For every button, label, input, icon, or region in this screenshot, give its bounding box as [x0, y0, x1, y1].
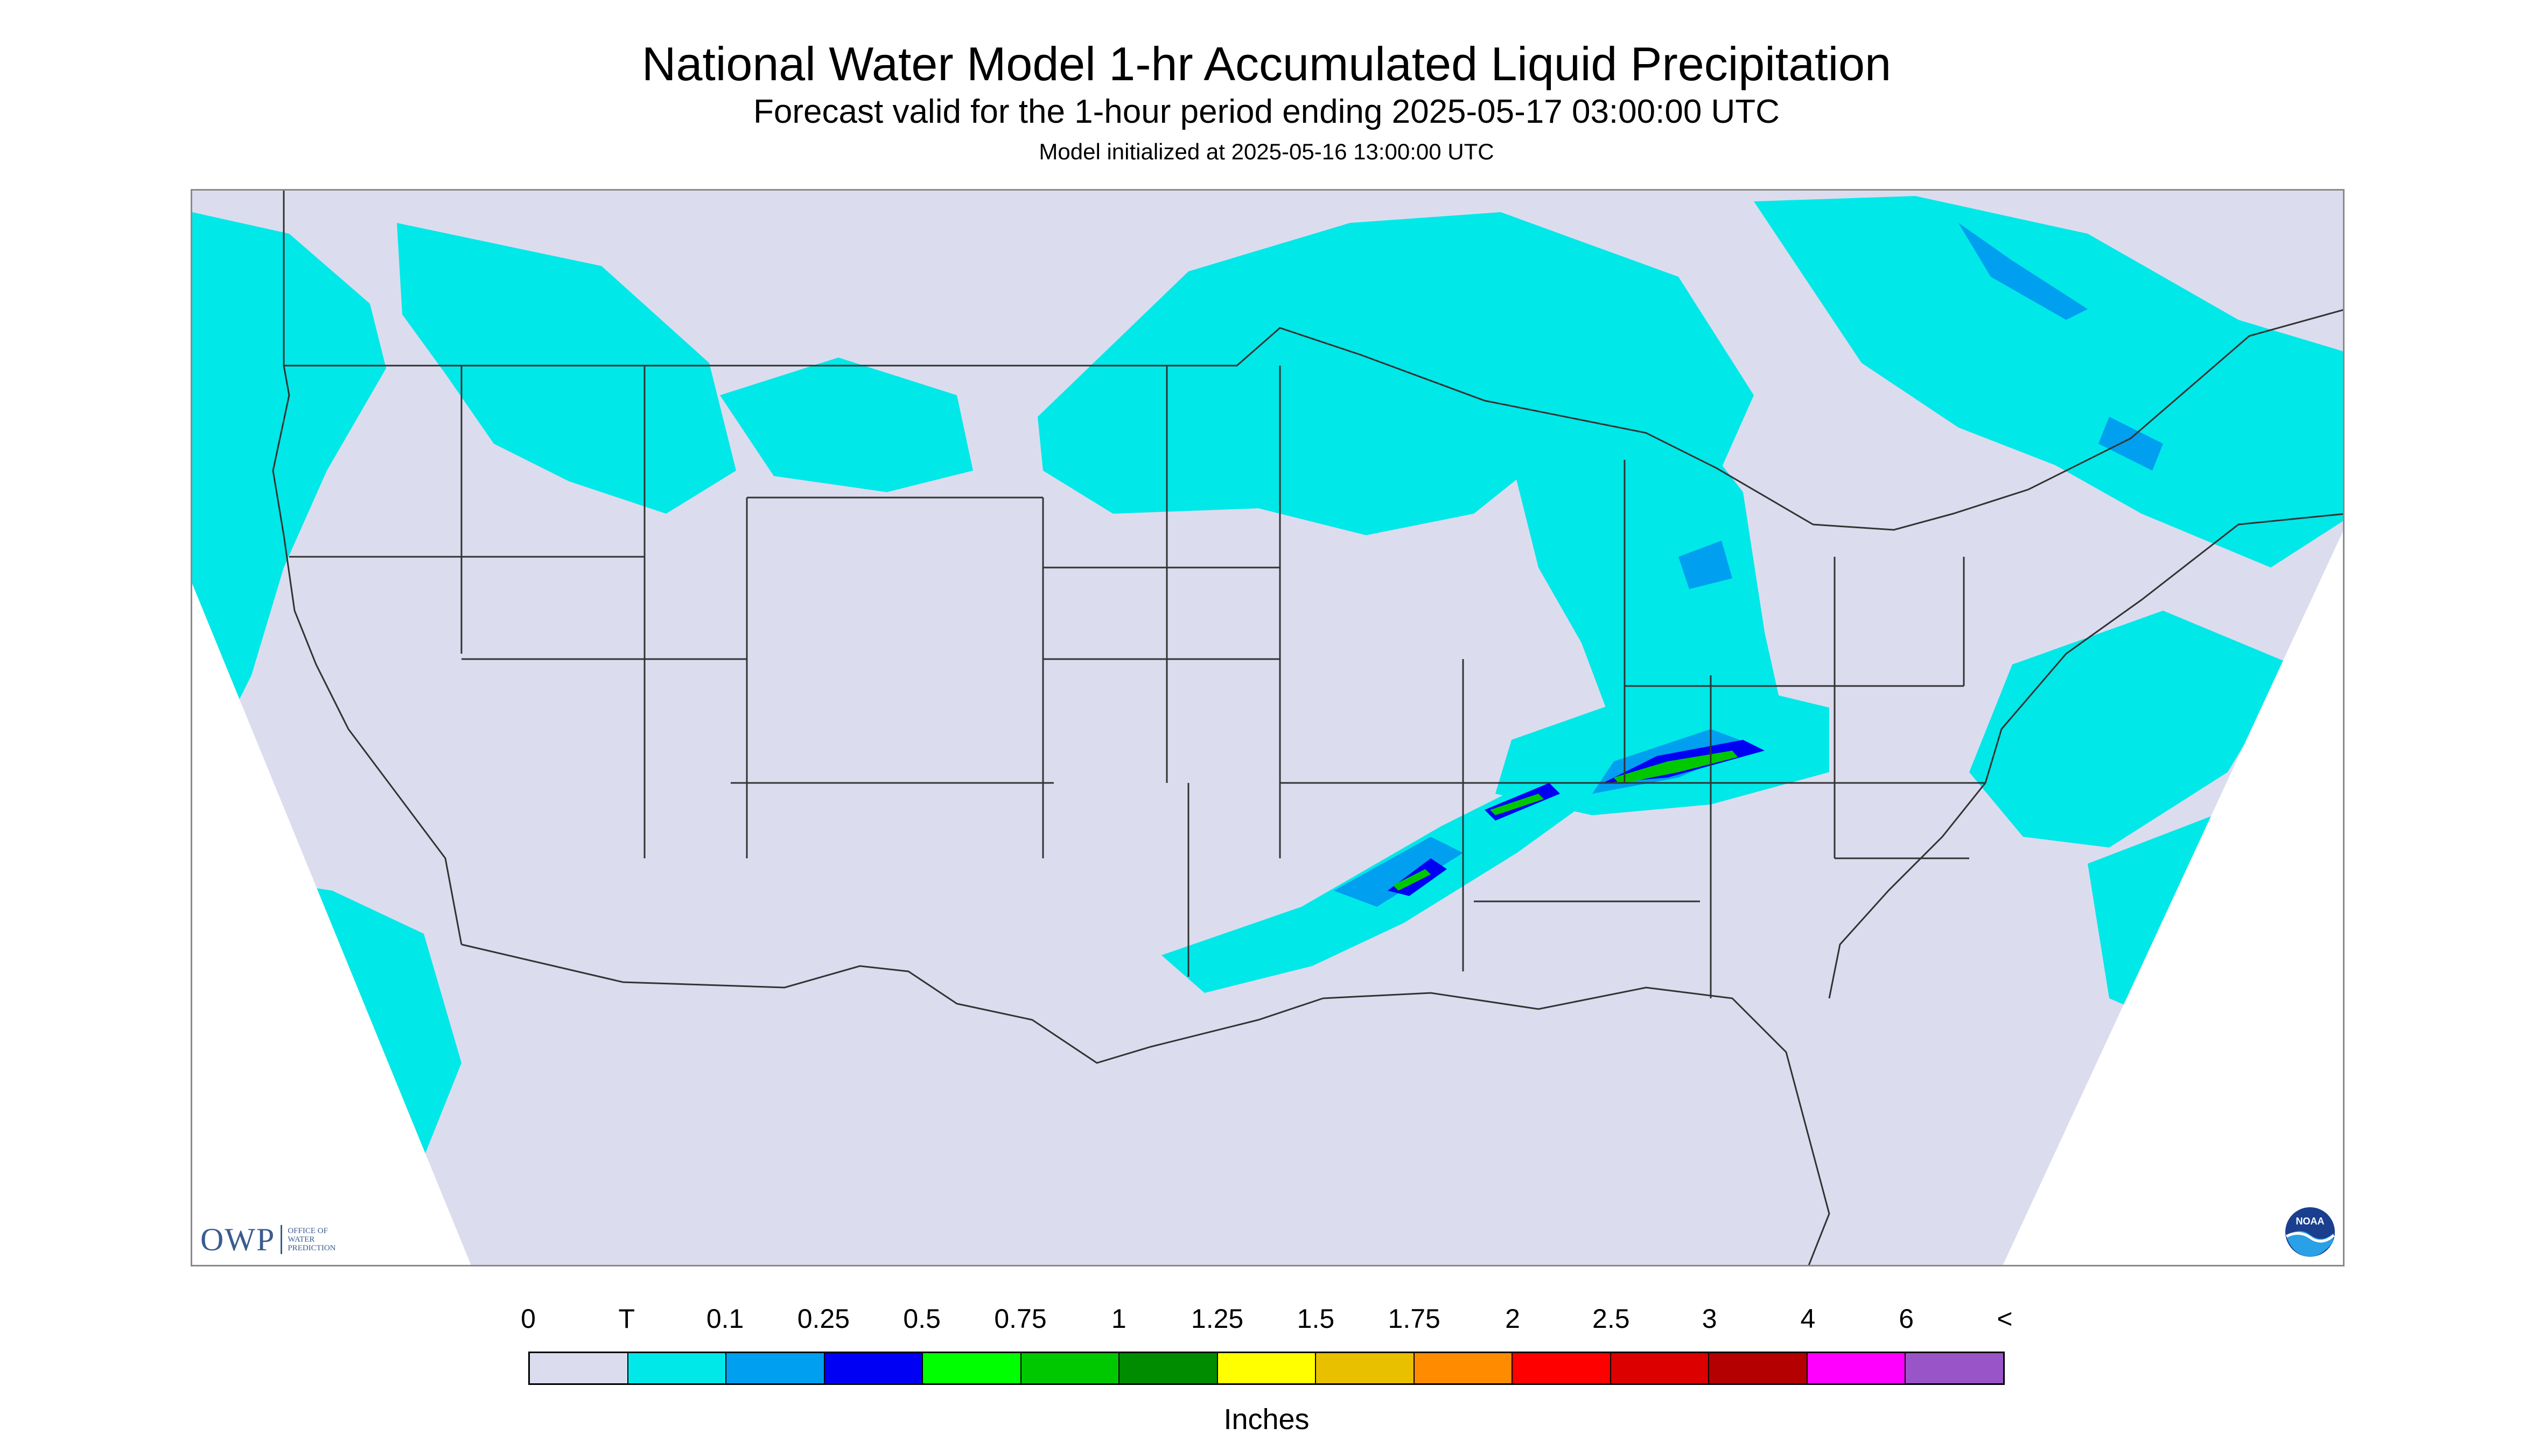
legend-swatch: [1119, 1353, 1218, 1383]
northeast-canada-precip: [1754, 196, 2343, 568]
legend-swatch: [1807, 1353, 1906, 1383]
legend-tick-label: 0.25: [797, 1304, 850, 1334]
legend-swatch: [1513, 1353, 1611, 1383]
legend-tick-label: T: [618, 1304, 635, 1334]
mid-atlantic-coast-precip: [1969, 611, 2292, 848]
state-lines-west: [289, 366, 1280, 858]
legend-swatch: [726, 1353, 825, 1383]
legend-swatch: [1611, 1353, 1710, 1383]
legend-swatch: [824, 1353, 923, 1383]
legend-tick-label: 0.5: [903, 1304, 941, 1334]
map-title: National Water Model 1-hr Accumulated Li…: [641, 37, 1892, 90]
legend-swatch: [628, 1353, 727, 1383]
forecast-valid-subtitle: Forecast valid for the 1-hour period end…: [753, 93, 1780, 130]
east-coast: [1828, 513, 2343, 999]
boundaries: [272, 191, 2343, 1265]
legend-tick-label: 6: [1899, 1304, 1914, 1334]
great-lakes-precip: [1506, 395, 1786, 767]
legend-swatch: [1021, 1353, 1120, 1383]
legend-tick-label: 1.5: [1297, 1304, 1335, 1334]
canada-us-border: [283, 191, 2343, 531]
legend-tick-label: 2: [1505, 1304, 1520, 1334]
owp-logo-text: OFFICE OF WATER PREDICTION: [288, 1227, 336, 1252]
legend-swatch: [1316, 1353, 1415, 1383]
pacific-northwest-precip: [192, 212, 386, 729]
legend-tick-label: 0.75: [994, 1304, 1047, 1334]
legend-tick-label: 0: [521, 1304, 536, 1334]
legend-tick-label: 1.75: [1388, 1304, 1440, 1334]
owp-logo-mark: OWP: [200, 1221, 276, 1257]
state-lines-east: [1625, 557, 1985, 859]
legend-swatch: [923, 1353, 1021, 1383]
legend-swatch: [1906, 1353, 2003, 1383]
legend-swatch: [1709, 1353, 1808, 1383]
gulf-coast: [1323, 986, 1830, 1265]
owp-logo: OWP OFFICE OF WATER PREDICTION: [200, 1221, 336, 1257]
state-lines-central: [1166, 366, 1835, 998]
legend-tick-label: 1: [1111, 1304, 1126, 1334]
model-init-text: Model initialized at 2025-05-16 13:00:00…: [1039, 139, 1494, 164]
legend-swatch: [1217, 1353, 1317, 1383]
west-coast: [272, 365, 463, 945]
map-canvas: [192, 191, 2343, 1265]
precipitation-map: [191, 189, 2345, 1266]
owp-logo-divider: [281, 1225, 283, 1254]
northern-rockies-precip: [397, 223, 736, 514]
legend-units: Inches: [1223, 1403, 1310, 1436]
legend-tick-label: <: [1997, 1304, 2013, 1334]
noaa-logo-icon: NOAA: [2284, 1206, 2336, 1258]
precip-highest-areas: [1393, 751, 1738, 891]
montana-precip: [720, 358, 973, 492]
mexico-us-border: [461, 943, 1324, 1064]
legend-swatch: [1414, 1353, 1513, 1383]
legend-swatch: [530, 1353, 628, 1383]
precipitation-legend: [528, 1352, 2005, 1385]
legend-tick-label: 3: [1702, 1304, 1717, 1334]
legend-tick-label: 2.5: [1592, 1304, 1630, 1334]
legend-tick-label: 0.1: [706, 1304, 744, 1334]
legend-tick-label: 4: [1800, 1304, 1816, 1334]
legend-tick-label: 1.25: [1191, 1304, 1244, 1334]
svg-text:NOAA: NOAA: [2296, 1216, 2325, 1227]
